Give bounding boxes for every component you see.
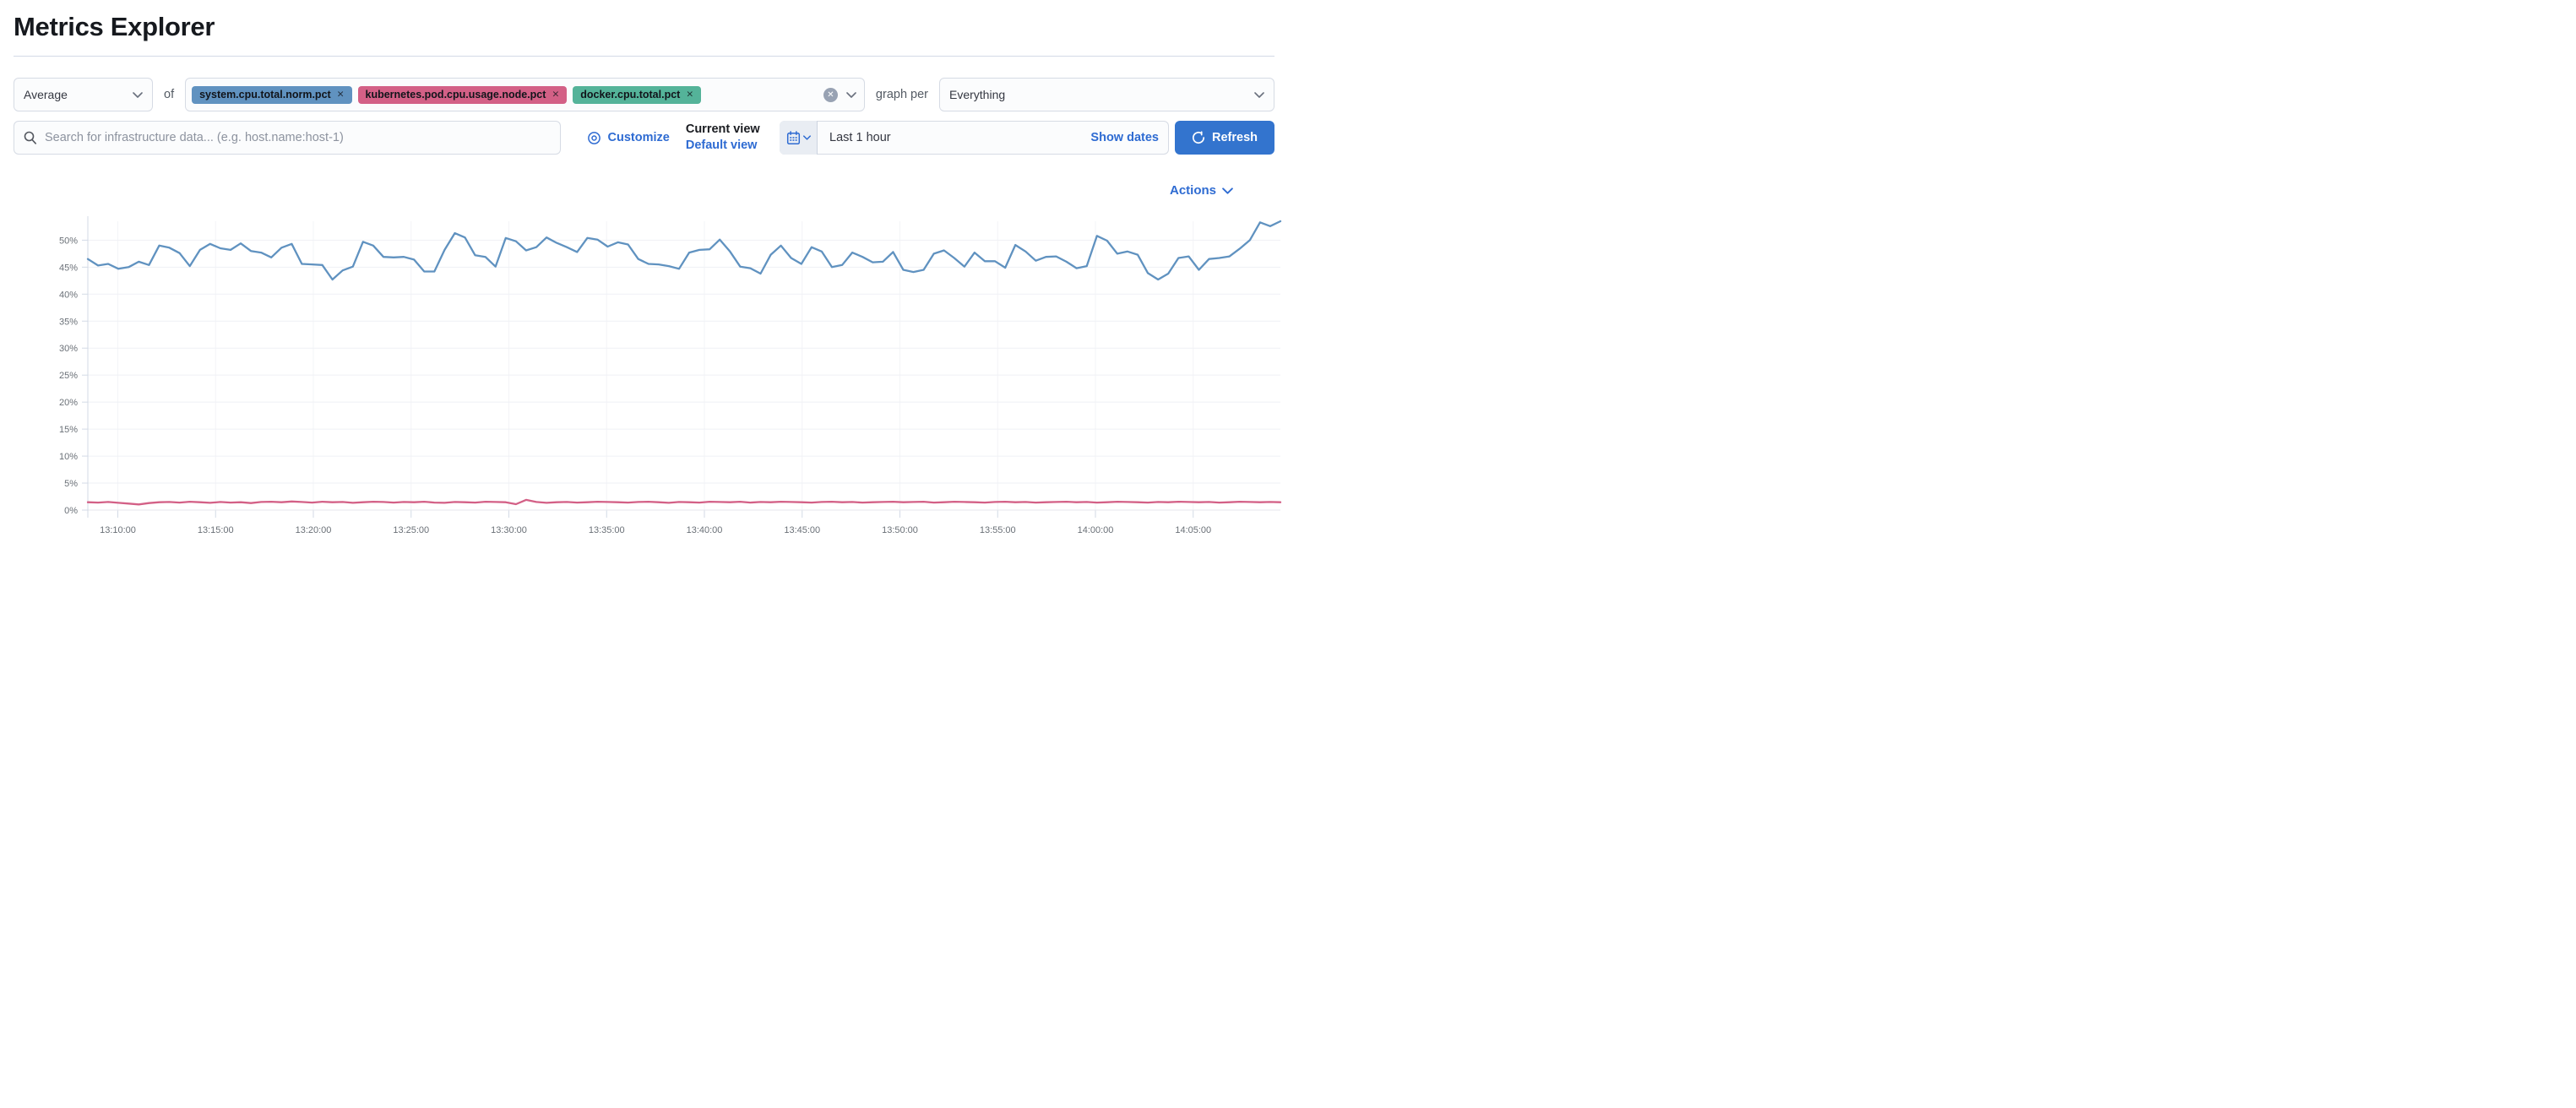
metrics-combobox[interactable]: system.cpu.total.norm.pct ✕ kubernetes.pod… (185, 78, 865, 111)
y-axis-label: 35% (59, 317, 78, 327)
x-axis-label: 13:35:00 (589, 525, 625, 535)
x-axis-label: 13:10:00 (100, 525, 136, 535)
x-axis-label: 13:50:00 (882, 525, 918, 535)
current-view-label: Current view (685, 122, 760, 136)
chevron-down-icon[interactable] (846, 91, 856, 98)
chevron-down-icon (1254, 91, 1264, 98)
chevron-down-icon (133, 91, 143, 98)
search-field[interactable] (14, 121, 561, 155)
y-axis-label: 50% (59, 236, 78, 246)
default-view-link[interactable]: Default view (685, 138, 758, 152)
x-axis-label: 14:00:00 (1078, 525, 1114, 535)
aggregation-select[interactable]: Average (14, 78, 153, 111)
metric-pill-label: kubernetes.pod.cpu.usage.node.pct (365, 88, 546, 100)
customize-eye-icon (587, 131, 601, 145)
super-date-picker: Last 1 hour Show dates (780, 121, 1169, 155)
x-axis-label: 13:40:00 (687, 525, 723, 535)
chevron-down-icon (802, 135, 811, 140)
graph-per-label: graph per (875, 88, 928, 101)
x-axis-label: 13:25:00 (393, 525, 429, 535)
metric-pill-label: docker.cpu.total.pct (580, 88, 681, 100)
actions-label: Actions (1169, 183, 1216, 198)
group-by-value: Everything (949, 88, 1006, 101)
x-axis-label: 13:30:00 (491, 525, 527, 535)
metric-pill[interactable]: docker.cpu.total.pct ✕ (573, 85, 702, 104)
metrics-chart: 13:10:00 13:15:00 13:20:00 13:25:00 13:30:00… (27, 215, 1282, 550)
y-axis-label: 45% (59, 263, 78, 273)
time-range-value[interactable]: Last 1 hour (829, 131, 891, 144)
search-icon (24, 131, 37, 144)
remove-metric-icon[interactable]: ✕ (336, 89, 345, 100)
metric-pill[interactable]: system.cpu.total.norm.pct ✕ (192, 85, 352, 104)
quick-select-button[interactable] (780, 121, 818, 155)
remove-metric-icon[interactable]: ✕ (686, 89, 694, 100)
series-line-system.cpu.total.norm.pct (86, 220, 1282, 281)
refresh-button[interactable]: Refresh (1175, 121, 1274, 155)
x-axis-label: 13:45:00 (784, 525, 820, 535)
customize-label: Customize (607, 131, 670, 144)
actions-menu-button[interactable]: Actions (1170, 183, 1233, 198)
of-label: of (164, 88, 175, 101)
page-title: Metrics Explorer (14, 12, 215, 41)
header-divider (14, 56, 1274, 57)
y-axis-label: 5% (64, 479, 78, 489)
chart-toolbar: Actions (14, 183, 1274, 198)
refresh-label: Refresh (1212, 131, 1258, 144)
search-input[interactable] (45, 131, 551, 144)
cpu-usage-line-chart[interactable]: 13:10:00 13:15:00 13:20:00 13:25:00 13:30:00… (27, 215, 1288, 546)
y-axis-label: 30% (59, 344, 78, 354)
series-line-kubernetes.pod.cpu.usage.node.pct (86, 498, 1282, 506)
query-row: Customize Current view Default view (14, 121, 1274, 155)
refresh-icon (1192, 131, 1205, 144)
y-axis-label: 40% (59, 290, 78, 300)
metric-builder-row: Average of system.cpu.total.norm.pct ✕ kub… (14, 78, 1274, 111)
y-axis-label: 25% (59, 371, 78, 381)
aggregation-value: Average (24, 88, 68, 101)
metrics-explorer-page: Metrics Explorer Average of system.cpu.t… (0, 0, 1288, 550)
show-dates-link[interactable]: Show dates (1090, 131, 1159, 144)
x-axis-label: 13:20:00 (296, 525, 332, 535)
metric-pill-label: system.cpu.total.norm.pct (199, 88, 331, 100)
metric-pills: system.cpu.total.norm.pct ✕ kubernetes.pod… (192, 85, 823, 104)
metric-pill[interactable]: kubernetes.pod.cpu.usage.node.pct ✕ (357, 85, 568, 104)
calendar-icon (786, 130, 801, 145)
y-axis-label: 15% (59, 425, 78, 435)
y-axis-label: 20% (59, 398, 78, 408)
chevron-down-icon (1222, 187, 1233, 194)
x-axis-label: 13:15:00 (198, 525, 234, 535)
group-by-select[interactable]: Everything (939, 78, 1274, 111)
y-axis-label: 10% (59, 452, 78, 462)
x-axis-label: 13:55:00 (980, 525, 1016, 535)
x-axis-label: 14:05:00 (1175, 525, 1211, 535)
remove-metric-icon[interactable]: ✕ (552, 89, 560, 100)
y-axis-label: 0% (64, 506, 78, 516)
customize-button[interactable]: Customize (587, 131, 670, 145)
view-switcher: Current view Default view (686, 122, 763, 154)
clear-metrics-icon[interactable]: ✕ (823, 87, 838, 102)
